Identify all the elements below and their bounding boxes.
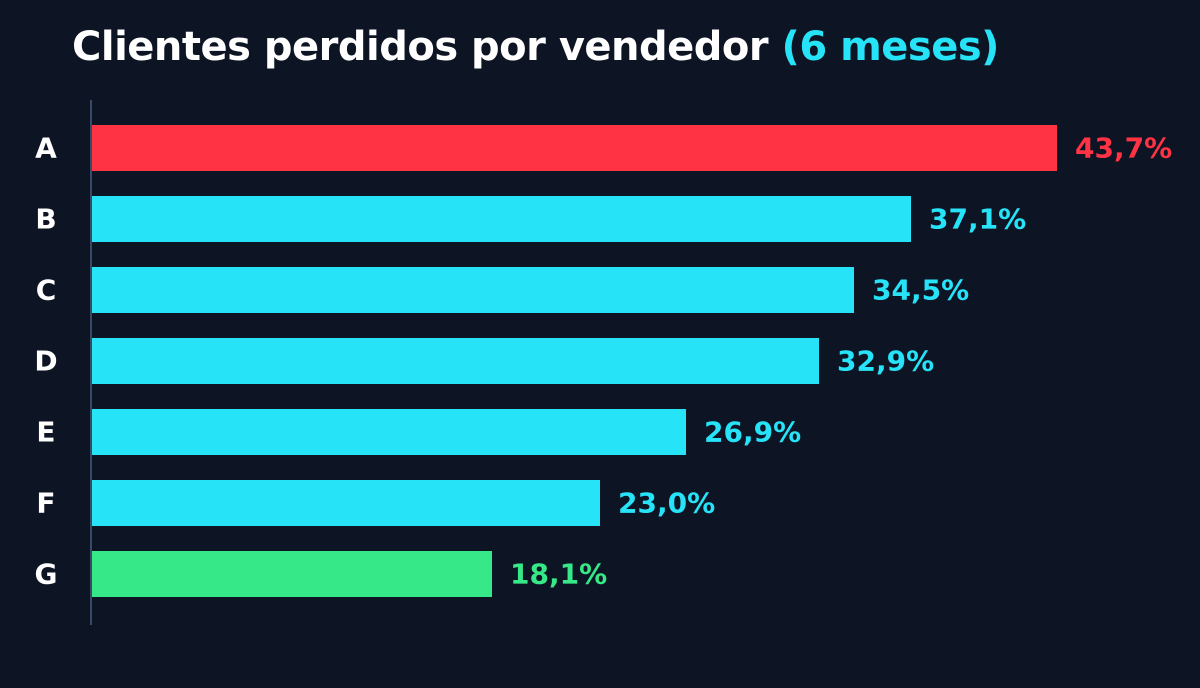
value-label-g: 18,1% [510,558,607,591]
category-label-e: E [36,416,55,449]
bar-g [92,551,492,597]
category-label-c: C [36,274,57,307]
value-label-a: 43,7% [1075,132,1172,165]
chart-title-accent: (6 meses) [781,24,1000,70]
chart-title-main: Clientes perdidos por vendedor [72,24,769,70]
category-label-f: F [36,487,55,520]
category-label-g: G [35,558,58,591]
value-label-d: 32,9% [837,345,934,378]
category-label-b: B [35,203,56,236]
bar-d [92,338,819,384]
category-label-d: D [34,345,57,378]
category-label-a: A [35,132,57,165]
value-label-f: 23,0% [618,487,715,520]
bar-e [92,409,686,455]
value-label-e: 26,9% [704,416,801,449]
bar-c [92,267,854,313]
bar-a [92,125,1057,171]
value-label-c: 34,5% [872,274,969,307]
bar-f [92,480,600,526]
chart-title: Clientes perdidos por vendedor (6 meses) [72,24,999,70]
bar-b [92,196,911,242]
value-label-b: 37,1% [929,203,1026,236]
